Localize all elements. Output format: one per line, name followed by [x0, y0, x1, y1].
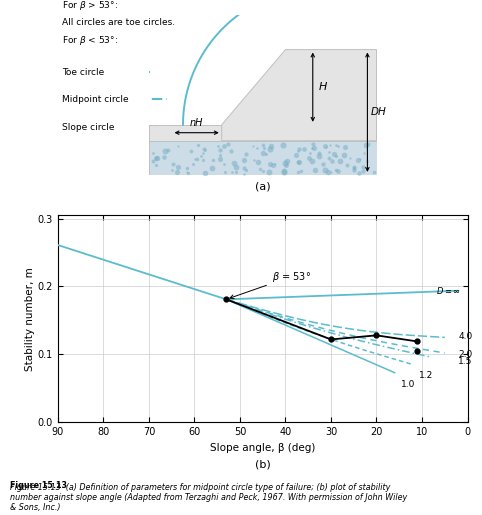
Text: Slope circle: Slope circle	[62, 123, 115, 131]
Text: Midpoint circle: Midpoint circle	[62, 95, 129, 105]
Text: For $\beta$ < 53$\degree$:: For $\beta$ < 53$\degree$:	[62, 35, 119, 47]
Text: $\beta$ = 53$\degree$: $\beta$ = 53$\degree$	[230, 270, 311, 299]
Text: (b): (b)	[255, 459, 270, 470]
Text: 4.0: 4.0	[458, 332, 473, 341]
Polygon shape	[149, 125, 222, 141]
Text: Toe circle: Toe circle	[62, 68, 105, 77]
Text: (a): (a)	[255, 182, 270, 192]
Y-axis label: Stability number, m: Stability number, m	[25, 267, 35, 371]
Text: Figure 15.13  (a) Definition of parameters for midpoint circle type of failure; : Figure 15.13 (a) Definition of parameter…	[10, 483, 407, 512]
Text: All circles are toe circles.: All circles are toe circles.	[62, 18, 175, 27]
Text: For $\beta$ > 53$\degree$:: For $\beta$ > 53$\degree$:	[62, 0, 119, 12]
Text: DH: DH	[371, 107, 387, 117]
Text: nH: nH	[190, 118, 203, 128]
Text: 1.5: 1.5	[458, 357, 473, 366]
Text: 1.2: 1.2	[419, 371, 434, 380]
Text: $D = \infty$: $D = \infty$	[436, 285, 461, 296]
Text: 2.0: 2.0	[458, 350, 473, 359]
Polygon shape	[149, 141, 376, 175]
Text: H: H	[319, 82, 327, 92]
Polygon shape	[222, 49, 376, 141]
Text: Figure 15.13: Figure 15.13	[10, 481, 67, 490]
Text: 1.0: 1.0	[401, 380, 415, 389]
X-axis label: Slope angle, β (deg): Slope angle, β (deg)	[210, 443, 315, 453]
